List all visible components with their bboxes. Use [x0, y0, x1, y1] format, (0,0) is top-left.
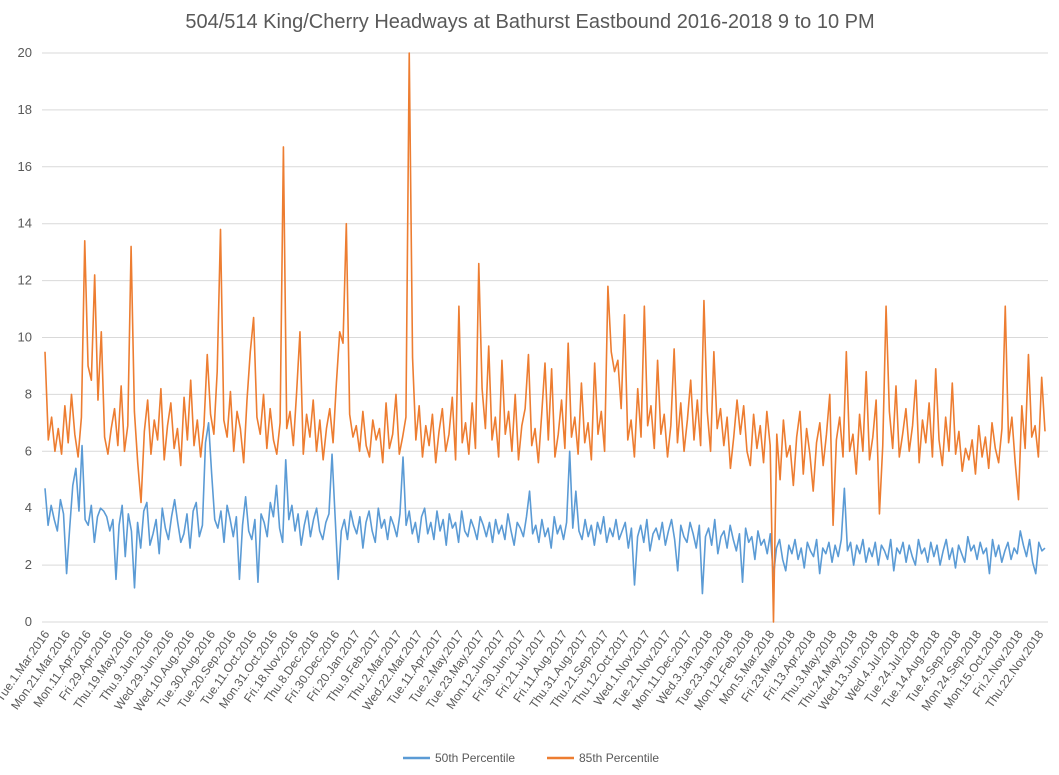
legend: 50th Percentile 85th Percentile: [403, 751, 659, 765]
y-tick-label: 10: [18, 330, 32, 345]
y-tick-label: 16: [18, 159, 32, 174]
y-tick-label: 20: [18, 45, 32, 60]
series-line-50th-percentile: [44, 422, 1046, 595]
legend-label-85th: 85th Percentile: [579, 751, 659, 765]
y-tick-label: 14: [18, 216, 32, 231]
chart-title: 504/514 King/Cherry Headways at Bathurst…: [185, 11, 874, 33]
y-tick-label: 4: [25, 500, 32, 515]
y-tick-label: 18: [18, 102, 32, 117]
y-axis-ticks: 0 2 4 6 8 10 12 14 16 18 20: [18, 45, 32, 629]
series-lines: [44, 52, 1046, 623]
y-tick-label: 2: [25, 557, 32, 572]
y-tick-label: 12: [18, 273, 32, 288]
series-line-85th-percentile: [44, 52, 1046, 623]
gridlines: [42, 52, 1048, 623]
legend-label-50th: 50th Percentile: [435, 751, 515, 765]
y-tick-label: 0: [25, 614, 32, 629]
y-tick-label: 8: [25, 386, 32, 401]
x-axis-ticks: Tue.1.Mar.2016Mon.21.Mar.2016Mon.11.Apr.…: [0, 627, 1047, 714]
y-tick-label: 6: [25, 443, 32, 458]
